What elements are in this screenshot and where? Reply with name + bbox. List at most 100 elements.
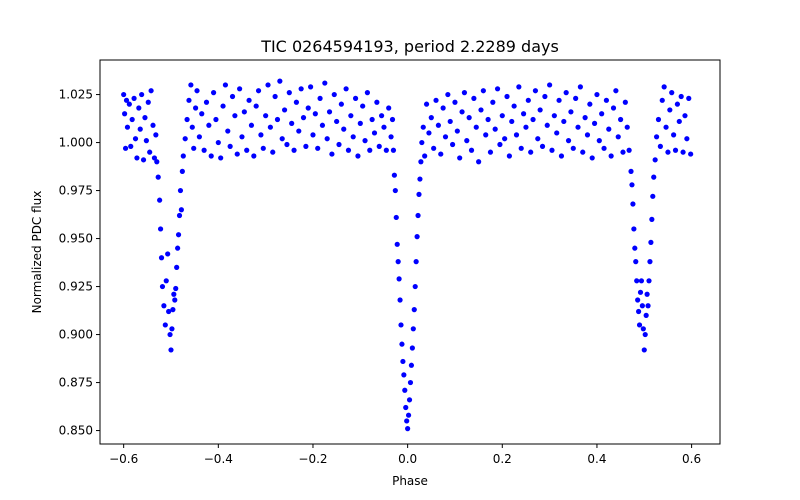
data-point — [409, 345, 415, 351]
data-point — [622, 99, 628, 105]
data-point — [413, 259, 419, 265]
data-point — [390, 147, 397, 153]
data-point — [189, 124, 195, 130]
data-point — [442, 134, 449, 140]
x-tick-label: 0.6 — [682, 452, 701, 466]
data-point — [184, 116, 190, 123]
data-point — [480, 88, 486, 94]
data-point — [291, 147, 297, 153]
data-point — [258, 132, 264, 138]
data-point — [674, 101, 681, 107]
data-point — [435, 122, 441, 128]
data-point — [394, 241, 400, 247]
data-point — [419, 139, 425, 146]
data-point — [603, 97, 610, 103]
data-point — [158, 255, 165, 261]
data-point — [215, 139, 221, 146]
data-point — [644, 291, 650, 297]
y-tick-label: 0.975 — [59, 184, 93, 198]
data-point — [615, 134, 621, 140]
data-point — [139, 91, 145, 98]
data-point — [561, 118, 567, 125]
data-point — [549, 147, 555, 153]
data-point — [624, 124, 630, 130]
data-point — [420, 124, 426, 130]
data-point — [142, 115, 148, 121]
data-point — [136, 105, 142, 111]
data-point — [239, 134, 245, 140]
data-point — [642, 331, 648, 338]
data-point — [626, 147, 632, 153]
data-point — [589, 155, 595, 161]
data-point — [364, 90, 370, 96]
data-point — [225, 128, 231, 134]
data-point — [414, 234, 420, 240]
data-point — [647, 259, 653, 265]
data-point — [657, 143, 663, 149]
data-point — [248, 122, 255, 128]
data-point — [277, 78, 283, 84]
data-point — [678, 93, 684, 100]
data-point — [570, 145, 576, 151]
data-point — [244, 147, 250, 153]
data-point — [680, 149, 686, 155]
data-point — [682, 113, 688, 119]
data-point — [634, 278, 640, 284]
data-point — [399, 341, 405, 347]
data-point — [232, 113, 238, 119]
data-point — [618, 116, 624, 123]
data-point — [369, 116, 375, 123]
data-point — [406, 397, 413, 403]
data-point — [457, 155, 463, 161]
data-point — [126, 101, 132, 107]
data-point — [575, 124, 581, 130]
data-point — [367, 147, 373, 153]
data-point — [415, 212, 421, 219]
data-point — [643, 312, 649, 318]
data-point — [478, 107, 484, 113]
data-point — [293, 99, 300, 105]
data-point — [630, 201, 636, 207]
data-point — [494, 86, 501, 92]
data-point — [188, 82, 194, 88]
data-point — [213, 116, 219, 123]
data-point — [412, 283, 418, 290]
data-point — [289, 120, 295, 126]
data-point — [174, 264, 180, 270]
data-point — [659, 97, 665, 103]
data-point — [648, 239, 654, 245]
data-point — [620, 149, 626, 155]
data-point — [483, 132, 489, 138]
data-point — [227, 143, 233, 149]
data-point — [241, 109, 247, 115]
data-point — [251, 153, 257, 159]
data-point — [636, 308, 642, 315]
data-point — [471, 95, 477, 101]
data-point — [155, 174, 161, 180]
data-point — [374, 99, 380, 105]
data-point — [329, 151, 335, 157]
data-point — [459, 109, 465, 115]
data-point — [661, 84, 667, 90]
data-point — [326, 109, 333, 115]
data-point — [558, 153, 565, 159]
data-point — [509, 118, 515, 125]
data-point — [312, 111, 318, 117]
plot-frame — [99, 59, 721, 445]
data-point — [267, 124, 273, 130]
data-point — [669, 90, 675, 96]
data-point — [461, 90, 468, 96]
data-point — [286, 90, 292, 96]
data-point — [404, 418, 410, 424]
x-tick-label: −0.2 — [298, 452, 327, 466]
data-point — [582, 115, 588, 121]
data-point — [395, 259, 401, 265]
data-point — [402, 387, 408, 393]
data-point — [279, 136, 285, 142]
x-axis: −0.6 −0.4 −0.2 0.0 0.2 0.4 0.6 — [109, 444, 701, 466]
data-point — [665, 149, 671, 155]
data-point — [392, 187, 398, 194]
data-point — [315, 145, 321, 151]
data-point — [596, 138, 602, 144]
data-point — [466, 115, 472, 121]
